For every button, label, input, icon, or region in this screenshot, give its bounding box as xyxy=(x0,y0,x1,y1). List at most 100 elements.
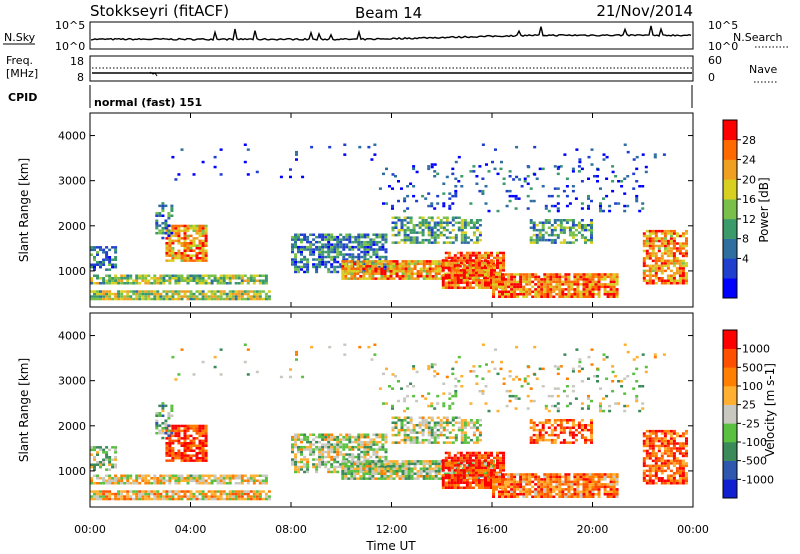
power-cell xyxy=(578,160,582,164)
power-cell xyxy=(189,227,193,230)
velocity-cell xyxy=(129,474,133,477)
power-cell xyxy=(129,297,133,301)
power-cell xyxy=(447,256,451,260)
power-cell xyxy=(312,243,316,246)
power-cell xyxy=(324,245,328,249)
velocity-cell xyxy=(421,421,425,424)
power-cell xyxy=(492,290,495,293)
power-cell xyxy=(381,233,385,236)
power-cell xyxy=(456,259,460,262)
power-cell xyxy=(380,272,384,275)
velocity-cell xyxy=(472,424,476,427)
power-cell xyxy=(669,282,673,285)
velocity-cell xyxy=(585,485,589,489)
power-cell xyxy=(428,272,432,275)
velocity-cell xyxy=(395,460,399,463)
power-cell xyxy=(412,231,416,234)
velocity-cell xyxy=(294,468,297,471)
velocity-cell xyxy=(195,497,199,501)
power-cell xyxy=(240,282,244,285)
power-cell xyxy=(553,221,557,224)
power-cell xyxy=(318,253,322,256)
power-cell xyxy=(375,248,379,251)
power-cell xyxy=(359,262,363,266)
power-cell xyxy=(381,238,385,241)
power-cell xyxy=(538,228,542,232)
power-colorbar-swatch xyxy=(723,258,737,279)
power-cell xyxy=(507,275,511,279)
velocity-cell xyxy=(537,495,541,498)
power-cell xyxy=(593,175,596,178)
velocity-cell xyxy=(454,433,458,437)
power-cell xyxy=(571,224,575,227)
velocity-cell xyxy=(528,473,532,476)
power-cell xyxy=(525,288,529,291)
velocity-cell xyxy=(201,444,205,447)
velocity-cell xyxy=(466,441,470,444)
power-cell xyxy=(174,254,178,257)
power-cell xyxy=(463,236,467,239)
power-cell xyxy=(310,145,314,149)
velocity-cell xyxy=(546,483,550,486)
power-cell xyxy=(198,297,202,301)
power-cell xyxy=(549,273,553,276)
power-cell xyxy=(333,270,337,274)
power-cell xyxy=(469,221,473,224)
velocity-cell xyxy=(448,421,452,424)
power-cell xyxy=(537,283,541,286)
velocity-cell xyxy=(360,435,364,439)
velocity-cell xyxy=(446,472,450,475)
velocity-cell xyxy=(330,438,334,441)
power-cell xyxy=(108,268,112,271)
velocity-cell xyxy=(344,472,348,475)
power-cell xyxy=(430,204,434,208)
velocity-cell xyxy=(410,472,414,475)
velocity-cell xyxy=(324,465,328,469)
velocity-cell xyxy=(330,443,334,446)
power-cell xyxy=(324,243,328,246)
velocity-cell xyxy=(312,453,316,456)
velocity-cell xyxy=(472,421,476,424)
power-cell xyxy=(654,257,658,260)
power-cell xyxy=(648,277,652,280)
velocity-cell xyxy=(570,483,574,486)
power-cell xyxy=(504,285,508,289)
power-cell xyxy=(559,219,563,222)
velocity-cell xyxy=(468,486,472,489)
power-cell xyxy=(117,292,121,296)
power-cell xyxy=(496,172,500,176)
power-cell xyxy=(192,227,196,230)
velocity-data xyxy=(90,343,688,501)
power-cell xyxy=(327,243,331,246)
power-cell xyxy=(300,250,303,254)
velocity-cell xyxy=(412,436,416,439)
power-cell xyxy=(384,250,388,254)
power-cell xyxy=(451,228,455,232)
velocity-cell xyxy=(452,472,456,475)
power-cell xyxy=(117,290,121,293)
power-cell xyxy=(450,276,454,279)
power-cell xyxy=(660,277,664,280)
power-cell xyxy=(681,242,685,245)
power-cell xyxy=(258,290,262,293)
power-cell xyxy=(480,266,484,270)
velocity-cell xyxy=(513,478,517,481)
power-cell xyxy=(123,297,127,301)
power-cell xyxy=(412,241,416,244)
velocity-cell xyxy=(132,482,136,485)
power-cell xyxy=(324,263,328,266)
power-cell xyxy=(300,260,303,264)
power-cell xyxy=(651,239,655,243)
power-cell xyxy=(201,295,205,298)
power-cell xyxy=(546,278,550,281)
power-cell xyxy=(513,295,517,298)
power-cell xyxy=(294,245,297,249)
power-cell xyxy=(225,274,229,277)
velocity-cell xyxy=(427,426,431,429)
power-cell xyxy=(195,252,199,255)
power-cell xyxy=(114,248,118,252)
velocity-cell xyxy=(445,419,449,422)
velocity-cell xyxy=(180,459,184,462)
power-cell xyxy=(582,290,586,293)
velocity-cell xyxy=(177,437,181,440)
